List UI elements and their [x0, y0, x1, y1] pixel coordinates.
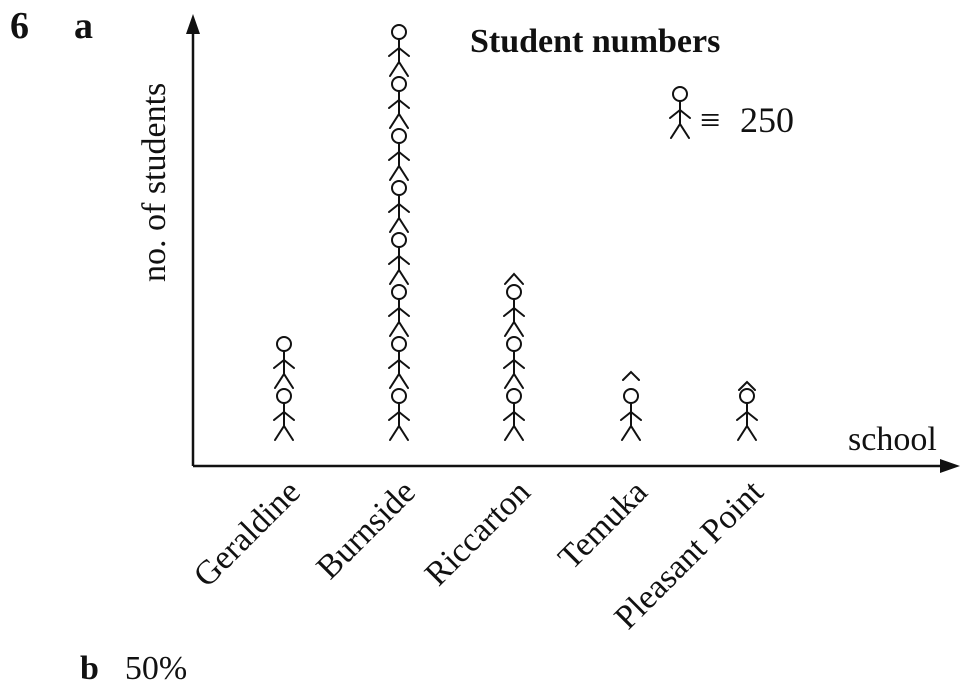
student-figure-icon: [388, 336, 410, 389]
chart-title: Student numbers: [470, 23, 720, 60]
student-figure-icon: [388, 180, 410, 233]
student-figure-icon: [503, 388, 525, 441]
student-figure-icon: [273, 388, 295, 441]
part-b-answer: 50%: [124, 650, 188, 687]
student-figure-icon: [388, 232, 410, 285]
category-label: Geraldine: [187, 473, 308, 594]
bar-riccarton: [503, 272, 525, 441]
partial-figure-icon: [738, 380, 756, 391]
x-axis-label: school: [848, 421, 937, 458]
partial-figure-icon: [622, 370, 640, 381]
student-figure-icon: [273, 336, 295, 389]
student-figure-icon: [388, 76, 410, 129]
category-label: Riccarton: [418, 473, 538, 593]
partial-figure-icon: [504, 272, 524, 285]
student-figure-icon: [620, 388, 642, 441]
bar-burnside: [388, 24, 410, 441]
student-figure-icon: [503, 336, 525, 389]
student-figure-icon: [388, 388, 410, 441]
bar-pleasant-point: [736, 380, 758, 441]
category-label: Temuka: [551, 473, 654, 576]
y-axis-label: no. of students: [136, 83, 173, 282]
key-figure-icon: [669, 86, 691, 139]
question-number: 6: [10, 5, 29, 47]
question-part-a: a: [74, 5, 93, 47]
pictogram-marks: [273, 24, 758, 441]
student-figure-icon: [388, 128, 410, 181]
question-part-b: b: [80, 650, 99, 687]
y-axis-arrow: [186, 14, 200, 34]
student-figure-icon: [669, 86, 691, 139]
key-value: 250: [740, 100, 794, 140]
student-figure-icon: [388, 24, 410, 77]
part-b: b 50%: [80, 650, 187, 688]
bar-temuka: [620, 370, 642, 441]
chart-key: ≡ 250: [669, 86, 794, 140]
student-figure-icon: [736, 388, 758, 441]
bar-geraldine: [273, 336, 295, 441]
student-figure-icon: [503, 284, 525, 337]
x-axis-arrow: [940, 459, 960, 473]
category-label: Burnside: [310, 473, 423, 586]
key-equiv: ≡: [700, 100, 720, 140]
student-figure-icon: [388, 284, 410, 337]
